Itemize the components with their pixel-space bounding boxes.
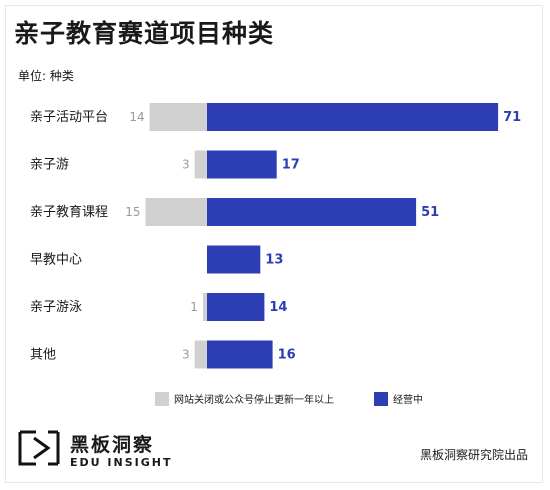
operating-value-label: 13 (265, 253, 283, 268)
category-label: 亲子游泳 (30, 300, 82, 315)
category-label: 亲子游 (30, 158, 69, 173)
operating-bar (207, 103, 499, 131)
edu-insight-logo-icon (18, 430, 60, 466)
brand-name: 黑板洞察 (70, 434, 155, 456)
closed-bar (145, 198, 207, 226)
closed-bar (194, 150, 207, 179)
closed-value-label: 3 (182, 348, 190, 362)
operating-value-label: 17 (282, 158, 300, 173)
category-label: 早教中心 (30, 252, 82, 268)
closed-bar (202, 293, 207, 321)
unit-label: 单位: 种类 (18, 69, 74, 83)
operating-value-label: 71 (503, 110, 521, 125)
category-label: 亲子教育课程 (30, 204, 108, 220)
closed-value-label: 1 (190, 300, 198, 314)
operating-bar (207, 150, 277, 179)
brand-english: EDU INSIGHT (70, 456, 173, 469)
category-label: 其他 (30, 348, 56, 363)
operating-bar (207, 245, 261, 274)
closed-bar (194, 340, 207, 369)
operating-value-label: 14 (269, 300, 287, 315)
legend-label-operating: 经营中 (393, 393, 423, 406)
closed-bar (149, 103, 207, 131)
operating-value-label: 16 (278, 348, 296, 363)
legend-swatch-closed (155, 392, 169, 406)
closed-value-label: 14 (129, 110, 144, 124)
legend-swatch-operating (374, 392, 388, 406)
infographic-frame (5, 5, 543, 483)
chart-title: 亲子教育赛道项目种类 (14, 19, 275, 48)
operating-bar (207, 293, 265, 321)
credit-text: 黑板洞察研究院出品 (419, 448, 528, 462)
closed-value-label: 3 (182, 158, 190, 172)
closed-value-label: 15 (125, 205, 140, 219)
category-label: 亲子活动平台 (30, 110, 108, 125)
legend-label-closed: 网站关闭或公众号停止更新一年以上 (174, 393, 334, 406)
operating-bar (207, 198, 417, 226)
brand-block: 黑板洞察 EDU INSIGHT (18, 430, 170, 470)
bar-chart: 亲子活动平台 14 71 亲子游 3 17 亲子教育课程 15 51 早教中心 13 亲子游泳 1 14 其… (30, 103, 521, 406)
operating-value-label: 51 (421, 205, 439, 220)
operating-bar (207, 340, 273, 369)
